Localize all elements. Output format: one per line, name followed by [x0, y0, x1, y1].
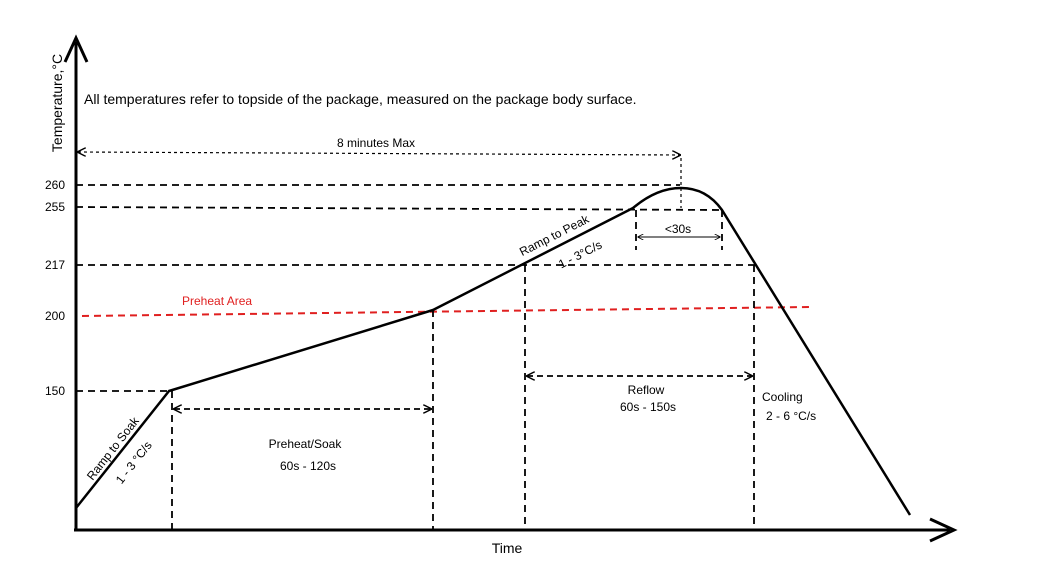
y-axis-title: Temperature,°C [49, 54, 65, 152]
cooling-title: Cooling [762, 390, 803, 404]
measurement-note: All temperatures refer to topside of the… [84, 91, 637, 107]
x-axis-arrowhead [929, 517, 958, 543]
y-tick-260: 260 [45, 178, 65, 192]
guide-255 [75, 206, 723, 211]
peak-time-label: <30s [665, 222, 691, 236]
max-time-label: 8 minutes Max [337, 136, 415, 150]
preheat-area-line [81, 306, 811, 317]
temperature-profile-curve [75, 186, 912, 516]
cooling-rate: 2 - 6 °C/s [766, 409, 816, 423]
reflow-title: Reflow [628, 383, 665, 397]
y-axis-arrowhead [63, 34, 89, 63]
y-tick-150: 150 [45, 384, 65, 398]
preheat-area-label: Preheat Area [182, 294, 252, 308]
x-axis-title: Time [492, 540, 523, 556]
reflow-time: 60s - 150s [620, 400, 676, 414]
preheat-soak-time: 60s - 120s [280, 459, 336, 473]
preheat-soak-title: Preheat/Soak [269, 437, 343, 451]
y-tick-255: 255 [45, 200, 65, 214]
max-time-arrow [78, 152, 680, 155]
y-tick-200: 200 [45, 309, 65, 323]
y-tick-217: 217 [45, 258, 65, 272]
